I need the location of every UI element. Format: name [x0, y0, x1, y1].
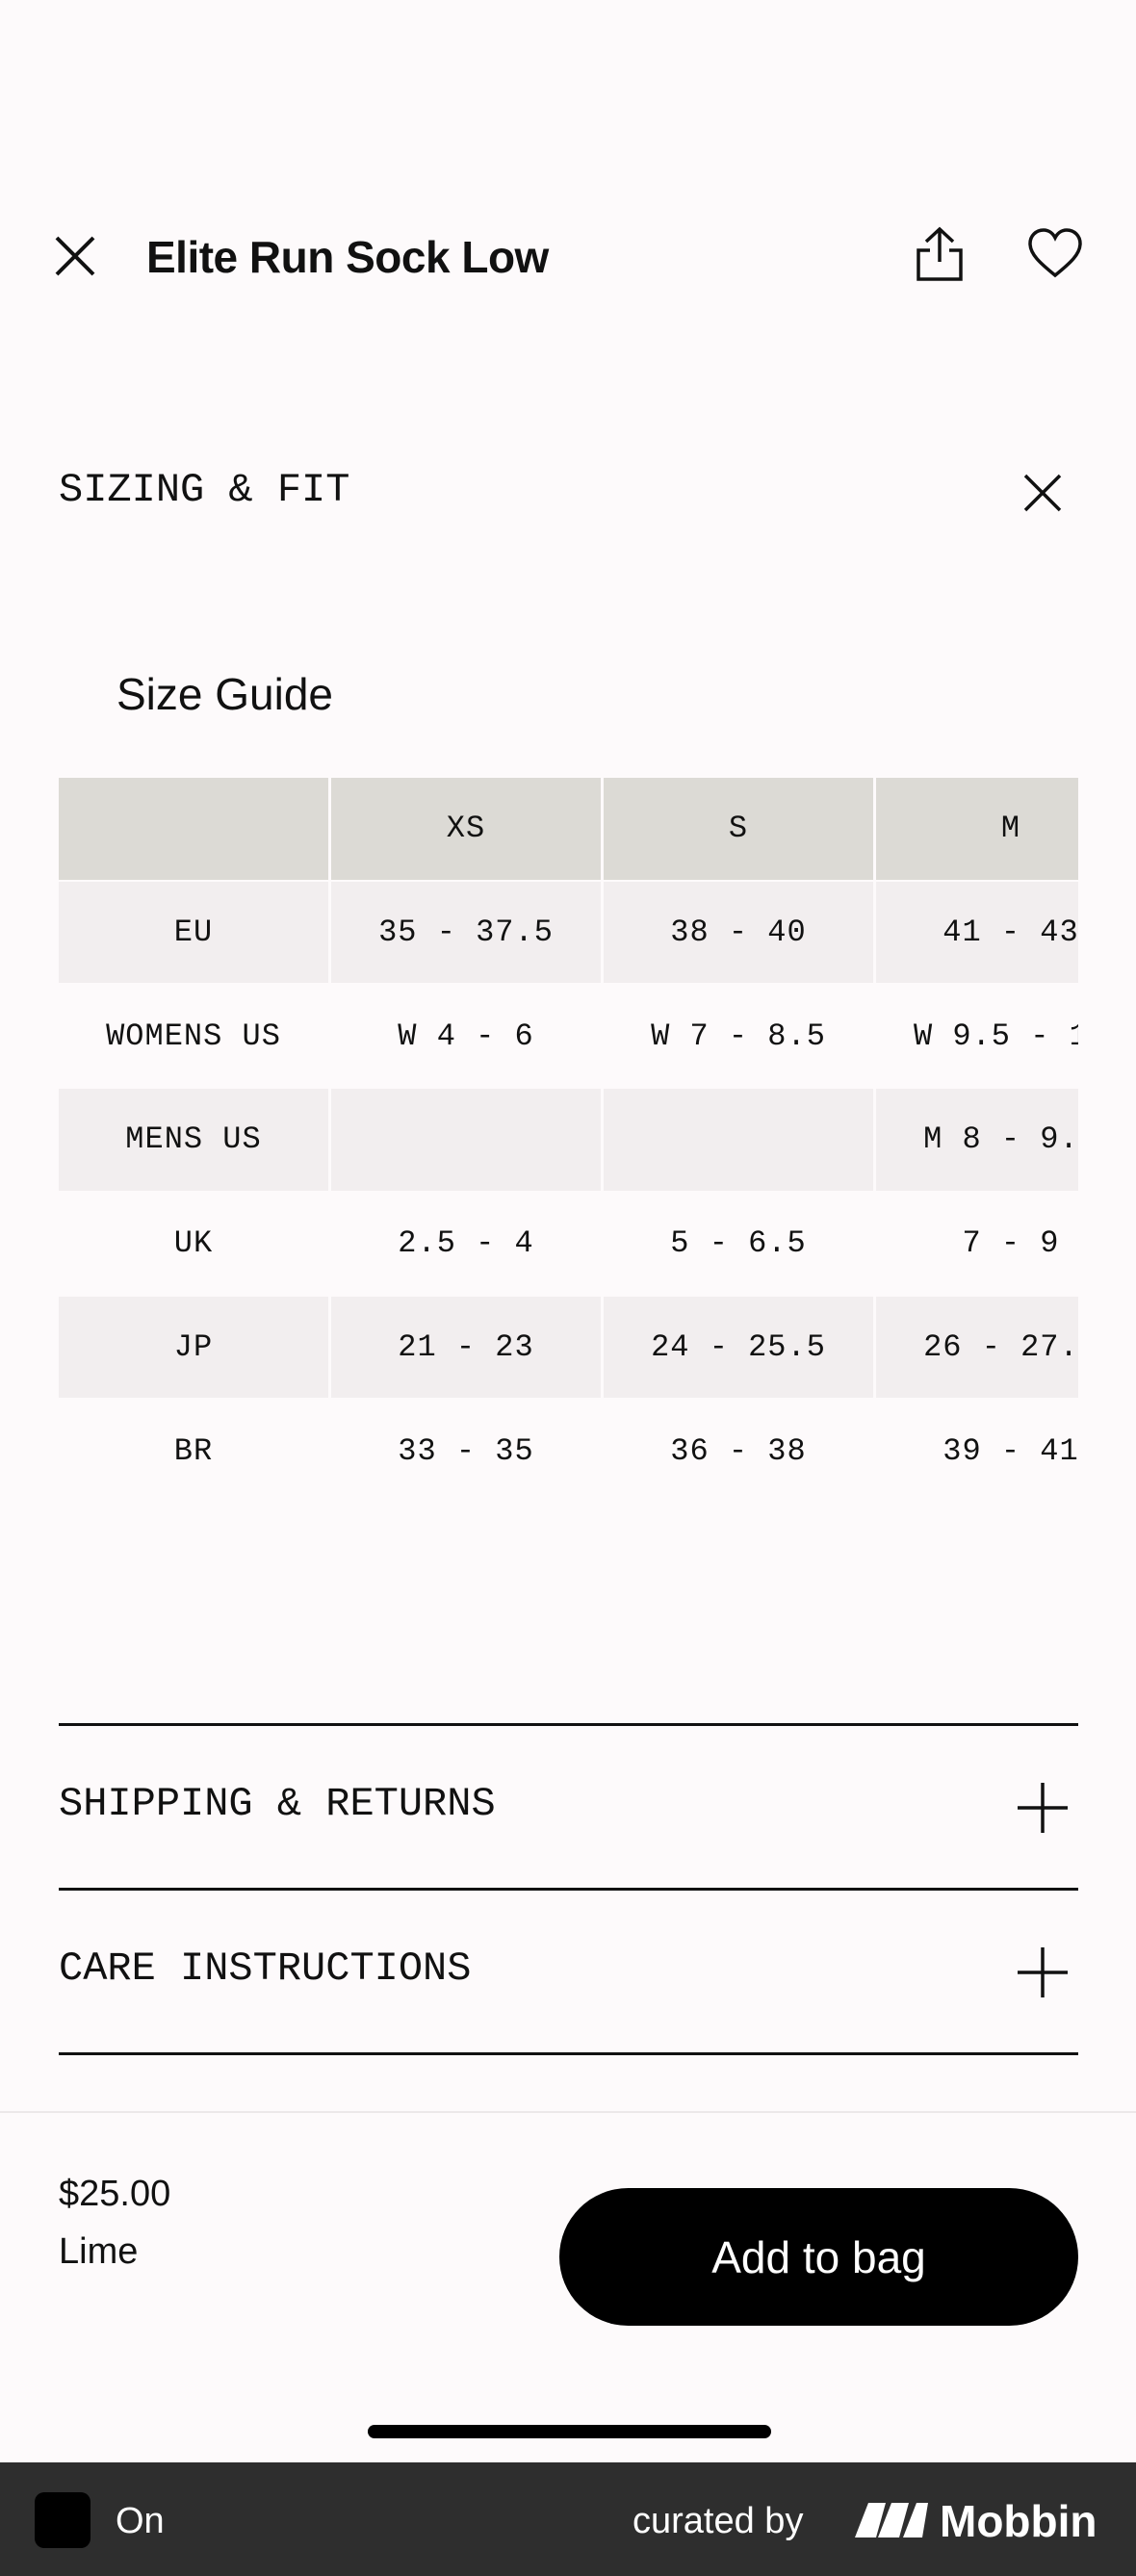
brand-name: Mobbin — [940, 2496, 1097, 2546]
row-header: UK — [173, 1225, 214, 1262]
collapse-button[interactable] — [1023, 474, 1062, 512]
table-cell: 5 - 6.5 — [670, 1225, 807, 1262]
price: $25.00 — [59, 2174, 171, 2214]
row-header: EU — [59, 881, 328, 984]
footer: On curated by Mobbin — [0, 2462, 1136, 2576]
brand-logo — [855, 2503, 928, 2537]
divider — [59, 2052, 1078, 2055]
table-cell: 2.5 - 4 — [398, 1225, 534, 1262]
section-label[interactable]: CARE INSTRUCTIONS — [59, 1945, 472, 1992]
table-cell: 41 - 43 — [876, 881, 1078, 984]
table-cell: 21 - 23 — [331, 1296, 601, 1399]
table-cell: 38 - 40 — [604, 881, 873, 984]
table-cell: 24 - 25.5 — [604, 1296, 873, 1399]
table-cell: W 4 - 6 — [398, 1018, 534, 1054]
add-to-bag-button[interactable]: Add to bag — [559, 2188, 1078, 2326]
column-header: S — [604, 778, 873, 880]
row-header: BR — [173, 1432, 214, 1469]
divider — [59, 1723, 1078, 1726]
close-button[interactable] — [54, 235, 96, 277]
column-header: XS — [331, 778, 601, 880]
table-cell — [604, 1089, 873, 1191]
table-cell: M 8 - 9.5 — [876, 1089, 1078, 1191]
table-cell — [331, 1089, 601, 1191]
table-cell: 7 - 9 — [962, 1225, 1060, 1262]
product-title: Elite Run Sock Low — [146, 232, 549, 282]
expand-icon[interactable] — [1018, 1783, 1068, 1833]
row-header: MENS US — [59, 1089, 328, 1191]
row-header: WOMENS US — [106, 1018, 281, 1054]
section-label[interactable]: SHIPPING & RETURNS — [59, 1781, 496, 1827]
table-cell: 36 - 38 — [670, 1432, 807, 1469]
home-indicator — [368, 2425, 771, 2438]
table-cell: 26 - 27.5 — [876, 1296, 1078, 1399]
size-table: XS S M EU 35 - 37.5 38 - 40 41 - 43 WOMENS US W … — [59, 778, 1078, 1504]
table-cell: 39 - 41 — [942, 1432, 1078, 1469]
expand-icon[interactable] — [1018, 1947, 1068, 1997]
size-guide-title: Size Guide — [116, 669, 334, 719]
share-button[interactable] — [915, 225, 965, 283]
divider — [59, 1888, 1078, 1891]
column-header: M — [876, 778, 1078, 880]
app-name: On — [116, 2501, 165, 2541]
row-header: JP — [59, 1296, 328, 1399]
app-icon — [35, 2492, 90, 2548]
bar-border — [0, 2111, 1136, 2113]
curated-label: curated by — [633, 2501, 804, 2541]
section-label: SIZING & FIT — [59, 467, 350, 513]
color-name: Lime — [59, 2231, 139, 2272]
table-cell: 35 - 37.5 — [331, 881, 601, 984]
table-cell: W 7 - 8.5 — [651, 1018, 826, 1054]
column-header — [59, 778, 328, 880]
table-cell: W 9.5 - 11 — [913, 1018, 1078, 1054]
favorite-button[interactable] — [1026, 227, 1084, 279]
table-cell: 33 - 35 — [398, 1432, 534, 1469]
